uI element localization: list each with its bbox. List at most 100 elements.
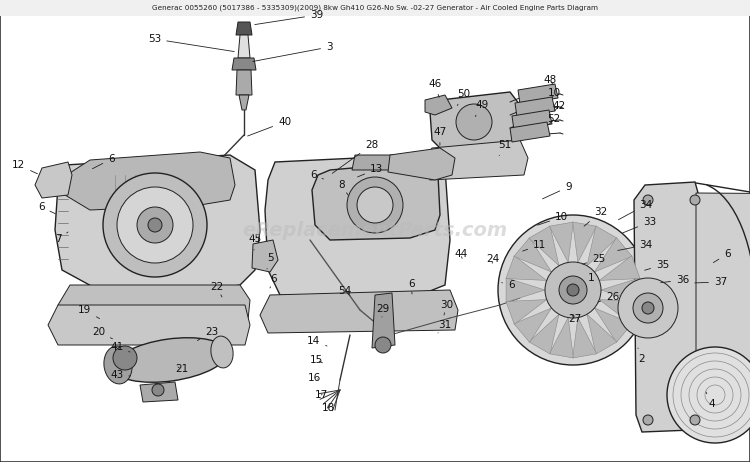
Bar [0, 0, 750, 16]
Polygon shape [515, 97, 555, 117]
Text: 6: 6 [713, 249, 730, 262]
Polygon shape [260, 290, 458, 333]
Polygon shape [430, 92, 520, 150]
Polygon shape [506, 278, 545, 302]
Text: 33: 33 [622, 217, 656, 233]
Polygon shape [265, 155, 450, 298]
Text: 1: 1 [588, 273, 595, 283]
Circle shape [347, 177, 403, 233]
Text: 4: 4 [706, 392, 715, 409]
Text: 43: 43 [110, 370, 130, 380]
Polygon shape [140, 382, 178, 402]
Text: 9: 9 [542, 182, 572, 199]
Circle shape [152, 384, 164, 396]
Text: 36: 36 [661, 275, 689, 285]
Circle shape [137, 207, 173, 243]
Text: 11: 11 [523, 240, 546, 251]
Text: 52: 52 [547, 114, 560, 124]
Text: 24: 24 [486, 254, 500, 264]
Text: 7: 7 [55, 232, 68, 244]
Polygon shape [35, 162, 72, 198]
Polygon shape [236, 22, 252, 35]
Polygon shape [587, 226, 617, 266]
Text: 6: 6 [502, 280, 515, 290]
Text: 22: 22 [210, 282, 224, 297]
Polygon shape [573, 222, 596, 262]
Text: 29: 29 [376, 304, 389, 317]
Text: 47: 47 [433, 127, 446, 145]
Polygon shape [518, 84, 558, 104]
Polygon shape [573, 317, 596, 358]
Polygon shape [599, 299, 640, 324]
Text: 20: 20 [92, 327, 112, 339]
Text: 12: 12 [12, 160, 38, 174]
Circle shape [643, 415, 653, 425]
Text: Generac 0055260 (5017386 - 5335309)(2009) 8kw Gh410 G26-No Sw. -02-27 Generator : Generac 0055260 (5017386 - 5335309)(2009… [152, 5, 598, 11]
Polygon shape [388, 148, 455, 180]
Text: 6: 6 [408, 279, 415, 294]
Text: 3: 3 [253, 42, 333, 61]
Circle shape [667, 347, 750, 443]
Text: 18: 18 [322, 403, 335, 413]
Polygon shape [512, 110, 552, 130]
Polygon shape [352, 155, 398, 170]
Text: 17: 17 [315, 390, 328, 400]
Text: 44: 44 [454, 249, 467, 259]
Polygon shape [514, 308, 551, 342]
Circle shape [618, 278, 678, 338]
Circle shape [690, 415, 700, 425]
Text: 53: 53 [148, 34, 234, 52]
Text: 54: 54 [338, 286, 351, 296]
Polygon shape [55, 155, 260, 295]
Text: 42: 42 [552, 101, 566, 111]
Text: 40: 40 [248, 117, 291, 136]
Polygon shape [599, 255, 640, 280]
Polygon shape [48, 305, 250, 345]
Circle shape [567, 284, 579, 296]
Polygon shape [62, 152, 235, 210]
Text: 48: 48 [543, 75, 556, 85]
Circle shape [113, 346, 137, 370]
Text: 49: 49 [475, 100, 488, 116]
Text: 37: 37 [694, 277, 728, 287]
Polygon shape [425, 95, 452, 115]
Text: 2: 2 [638, 348, 644, 364]
Polygon shape [550, 317, 573, 358]
Ellipse shape [113, 338, 227, 382]
Circle shape [643, 195, 653, 205]
Circle shape [633, 293, 663, 323]
Text: 50: 50 [457, 89, 470, 105]
Text: 10: 10 [548, 88, 561, 98]
Text: 25: 25 [583, 254, 605, 264]
Text: 8: 8 [338, 180, 348, 195]
Text: 31: 31 [438, 320, 452, 333]
Text: 14: 14 [307, 336, 327, 346]
Text: 6: 6 [92, 154, 115, 169]
Polygon shape [514, 237, 551, 272]
Text: 26: 26 [598, 292, 619, 302]
Text: 27: 27 [568, 314, 581, 324]
Text: 28: 28 [332, 140, 378, 173]
Circle shape [375, 337, 391, 353]
Polygon shape [595, 237, 632, 272]
Polygon shape [372, 293, 395, 348]
Text: 5: 5 [267, 253, 274, 269]
Text: 15: 15 [310, 355, 323, 365]
Polygon shape [634, 182, 700, 432]
Polygon shape [550, 222, 573, 262]
Text: 34: 34 [618, 240, 652, 250]
Text: 39: 39 [255, 10, 323, 24]
Circle shape [498, 215, 648, 365]
Text: 16: 16 [308, 373, 321, 383]
Polygon shape [529, 226, 559, 266]
Polygon shape [252, 240, 278, 272]
Polygon shape [239, 95, 249, 110]
Polygon shape [422, 140, 528, 180]
Text: 23: 23 [197, 327, 218, 340]
Polygon shape [601, 278, 640, 302]
Text: 34: 34 [619, 200, 652, 219]
Polygon shape [506, 255, 547, 280]
Circle shape [456, 104, 492, 140]
Text: 6: 6 [310, 170, 323, 180]
Polygon shape [587, 314, 617, 354]
